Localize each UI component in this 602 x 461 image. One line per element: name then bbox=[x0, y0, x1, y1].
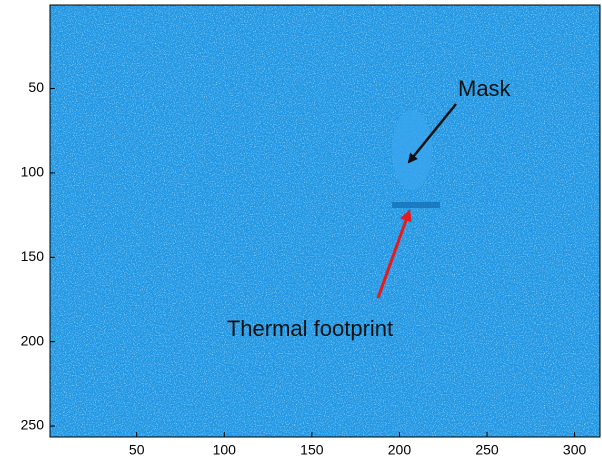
y-tick-label: 50 bbox=[28, 79, 44, 95]
x-tick-label: 150 bbox=[300, 442, 324, 458]
x-tick-label: 50 bbox=[129, 442, 145, 458]
mask-arrow bbox=[407, 103, 457, 164]
footprint-arrow bbox=[376, 209, 412, 299]
thermal-footprint bbox=[392, 202, 440, 208]
y-tick-label: 100 bbox=[21, 164, 45, 180]
axes-frame bbox=[49, 4, 601, 438]
axes: 50 100 150 200 250 300 50 100 150 200 250 bbox=[21, 4, 601, 458]
mask-region bbox=[392, 110, 432, 190]
plot-area bbox=[50, 5, 600, 437]
annotation: Thermal footprint bbox=[227, 316, 393, 341]
y-tick-label: 150 bbox=[21, 248, 45, 264]
annotation: Mask bbox=[458, 76, 512, 101]
x-tick-label: 100 bbox=[213, 442, 237, 458]
x-tick-label: 200 bbox=[388, 442, 412, 458]
y-tick-label: 200 bbox=[21, 332, 45, 348]
y-tick-label: 250 bbox=[21, 417, 45, 433]
x-tick-label: 250 bbox=[475, 442, 499, 458]
image-noise bbox=[50, 5, 600, 437]
x-tick-label: 300 bbox=[563, 442, 587, 458]
